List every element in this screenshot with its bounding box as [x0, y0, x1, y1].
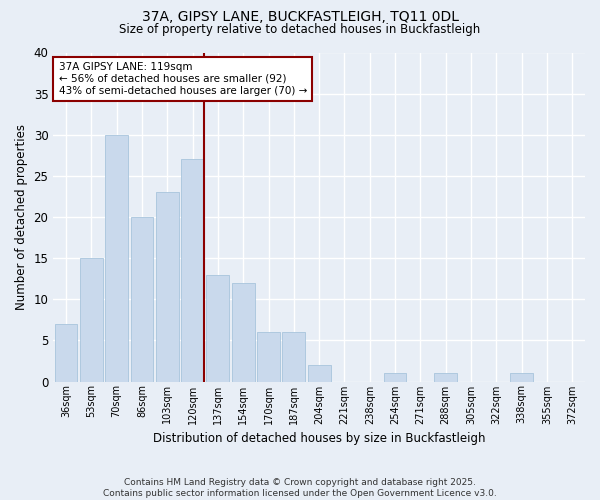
Bar [308, 365, 331, 382]
Y-axis label: Number of detached properties: Number of detached properties [15, 124, 28, 310]
Bar [283, 332, 305, 382]
Text: 37A GIPSY LANE: 119sqm
← 56% of detached houses are smaller (92)
43% of semi-det: 37A GIPSY LANE: 119sqm ← 56% of detached… [59, 62, 307, 96]
Bar [511, 374, 533, 382]
Bar [156, 192, 179, 382]
Bar [55, 324, 77, 382]
Bar [232, 283, 254, 382]
Bar [105, 135, 128, 382]
Bar [384, 374, 406, 382]
Bar [206, 274, 229, 382]
Bar [181, 160, 204, 382]
Text: 37A, GIPSY LANE, BUCKFASTLEIGH, TQ11 0DL: 37A, GIPSY LANE, BUCKFASTLEIGH, TQ11 0DL [142, 10, 458, 24]
Text: Contains HM Land Registry data © Crown copyright and database right 2025.
Contai: Contains HM Land Registry data © Crown c… [103, 478, 497, 498]
Bar [257, 332, 280, 382]
Bar [434, 374, 457, 382]
Bar [80, 258, 103, 382]
X-axis label: Distribution of detached houses by size in Buckfastleigh: Distribution of detached houses by size … [153, 432, 485, 445]
Bar [131, 217, 154, 382]
Text: Size of property relative to detached houses in Buckfastleigh: Size of property relative to detached ho… [119, 22, 481, 36]
